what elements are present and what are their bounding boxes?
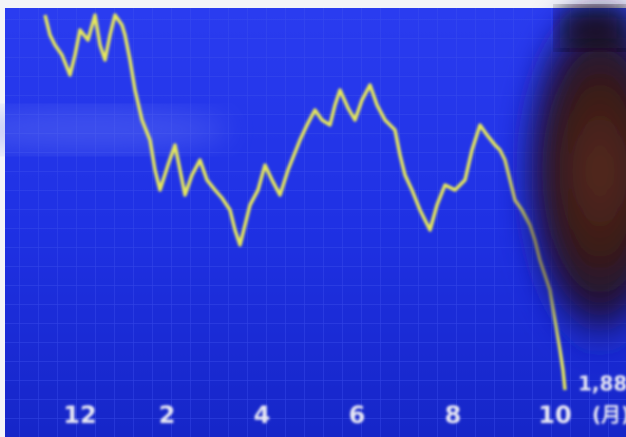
x-axis-label: 10 (538, 401, 571, 429)
unit-label: (月) (592, 403, 626, 427)
x-axis-label: 6 (349, 401, 366, 429)
value-readout: 1,88 (578, 372, 626, 396)
x-axis-label: 12 (63, 401, 96, 429)
x-axis-label: 8 (445, 401, 462, 429)
price-line (43, 13, 567, 391)
hair (560, 8, 626, 48)
axis-labels: 12 2 4 6 8 10 1,88 (月) (63, 372, 626, 430)
x-axis-label: 4 (254, 401, 271, 429)
face-silhouette (515, 0, 626, 380)
reflection (0, 108, 230, 152)
x-axis-label: 2 (159, 401, 176, 429)
